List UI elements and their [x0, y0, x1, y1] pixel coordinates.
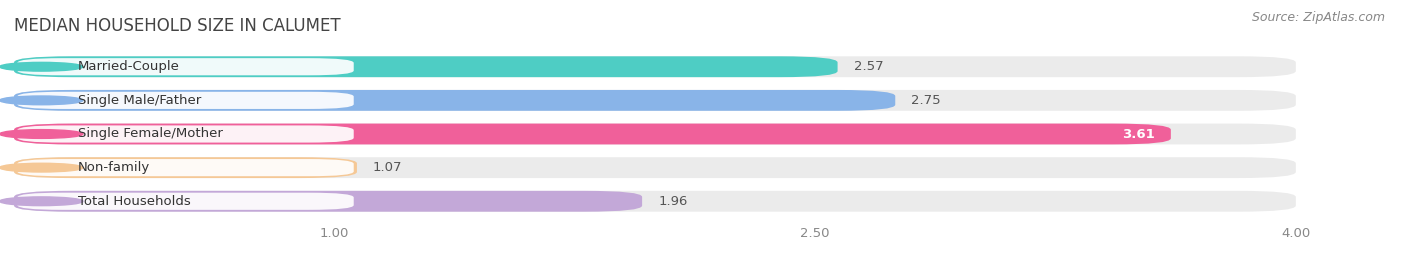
FancyBboxPatch shape: [17, 193, 354, 210]
Text: Non-family: Non-family: [79, 161, 150, 174]
Circle shape: [0, 62, 83, 71]
Text: Single Male/Father: Single Male/Father: [79, 94, 201, 107]
FancyBboxPatch shape: [17, 125, 354, 143]
FancyBboxPatch shape: [14, 124, 1296, 144]
Text: 3.61: 3.61: [1122, 128, 1154, 140]
Text: 2.57: 2.57: [853, 60, 883, 73]
FancyBboxPatch shape: [14, 56, 1296, 77]
Text: Married-Couple: Married-Couple: [79, 60, 180, 73]
Text: Source: ZipAtlas.com: Source: ZipAtlas.com: [1251, 11, 1385, 24]
FancyBboxPatch shape: [17, 92, 354, 109]
Text: 1.96: 1.96: [658, 195, 688, 208]
Circle shape: [0, 197, 83, 206]
Text: Single Female/Mother: Single Female/Mother: [79, 128, 224, 140]
Text: 1.07: 1.07: [373, 161, 402, 174]
Circle shape: [0, 130, 83, 138]
Circle shape: [0, 96, 83, 105]
Text: MEDIAN HOUSEHOLD SIZE IN CALUMET: MEDIAN HOUSEHOLD SIZE IN CALUMET: [14, 17, 340, 35]
FancyBboxPatch shape: [14, 191, 643, 212]
FancyBboxPatch shape: [14, 157, 357, 178]
Text: 2.75: 2.75: [911, 94, 941, 107]
FancyBboxPatch shape: [14, 157, 1296, 178]
FancyBboxPatch shape: [14, 191, 1296, 212]
FancyBboxPatch shape: [17, 159, 354, 176]
Circle shape: [0, 163, 83, 172]
FancyBboxPatch shape: [17, 58, 354, 75]
FancyBboxPatch shape: [14, 90, 1296, 111]
FancyBboxPatch shape: [14, 124, 1171, 144]
Text: Total Households: Total Households: [79, 195, 191, 208]
FancyBboxPatch shape: [14, 56, 838, 77]
FancyBboxPatch shape: [14, 90, 896, 111]
